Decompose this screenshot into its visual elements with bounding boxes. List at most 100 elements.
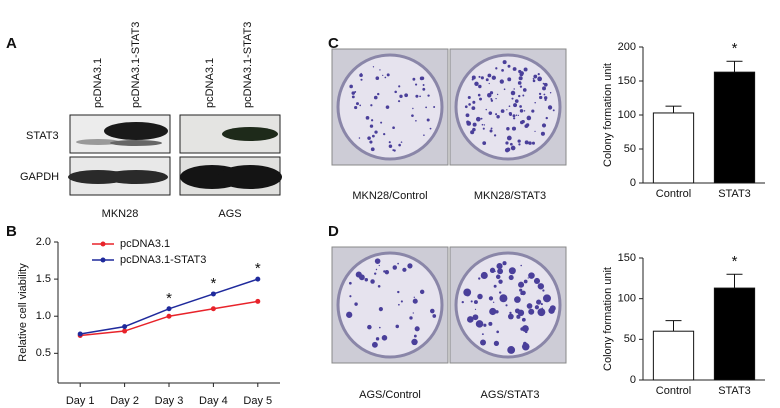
- colony: [392, 265, 398, 270]
- colony: [490, 129, 493, 132]
- colony: [415, 83, 418, 86]
- colony: [359, 104, 362, 107]
- colony: [374, 272, 377, 275]
- colony: [470, 300, 473, 303]
- colony: [537, 283, 545, 290]
- colony: [540, 303, 543, 306]
- colony: [426, 118, 430, 122]
- legend-marker: [100, 257, 106, 263]
- y-tick-label: 0.5: [36, 347, 51, 359]
- colony: [513, 117, 516, 120]
- colony: [400, 300, 403, 303]
- colony: [542, 82, 545, 85]
- colony: [348, 281, 352, 285]
- y-tick-label: 150: [618, 252, 636, 264]
- plate-label: AGS/Control: [359, 389, 421, 401]
- panel-label: B: [6, 223, 17, 240]
- colony: [514, 99, 519, 103]
- colony: [375, 337, 380, 341]
- colony: [461, 300, 464, 304]
- colony: [409, 316, 413, 320]
- colony: [490, 99, 494, 102]
- colony: [480, 339, 487, 346]
- panel-label: C: [328, 35, 339, 52]
- point: [166, 313, 172, 319]
- colony: [533, 277, 541, 285]
- point: [255, 298, 261, 304]
- colony: [379, 326, 381, 329]
- colony: [507, 346, 516, 354]
- colony: [549, 92, 552, 94]
- colony: [355, 102, 359, 106]
- colony: [528, 141, 532, 145]
- colony: [474, 81, 479, 87]
- colony: [495, 274, 501, 280]
- colony: [422, 84, 425, 86]
- legend-label: pcDNA3.1: [120, 238, 170, 250]
- colony: [412, 77, 416, 81]
- colony: [496, 115, 500, 119]
- colony: [358, 137, 361, 139]
- colony: [481, 333, 484, 336]
- colony: [397, 290, 400, 294]
- point: [255, 276, 261, 282]
- colony: [511, 97, 514, 100]
- colony: [496, 263, 503, 270]
- colony: [402, 267, 407, 272]
- colony: [365, 116, 370, 120]
- colony: [425, 106, 428, 109]
- y-axis-label: Colony formation unit: [602, 267, 614, 371]
- colony: [377, 92, 380, 96]
- colony: [534, 130, 536, 133]
- colony: [539, 95, 543, 100]
- x-tick-label: STAT3: [718, 385, 751, 397]
- colony: [528, 308, 535, 315]
- colony: [487, 73, 492, 78]
- colony: [467, 316, 474, 323]
- colony: [374, 258, 381, 264]
- colony: [392, 126, 395, 130]
- colony: [465, 113, 470, 118]
- significance: *: [732, 253, 738, 270]
- colony: [510, 145, 516, 151]
- colony: [526, 303, 533, 309]
- colony: [430, 308, 435, 314]
- colony: [482, 141, 487, 145]
- colony: [524, 140, 529, 145]
- colony: [475, 116, 481, 122]
- significance: *: [255, 260, 261, 277]
- colony: [537, 308, 546, 317]
- y-tick-label: 0: [630, 374, 636, 386]
- x-tick-label: Day 4: [199, 395, 228, 407]
- colony: [429, 127, 432, 130]
- colony: [346, 311, 353, 318]
- colony: [489, 307, 497, 316]
- colony: [544, 96, 548, 100]
- x-tick-label: STAT3: [718, 188, 751, 200]
- point: [122, 328, 128, 334]
- colony: [364, 277, 369, 282]
- colony: [351, 95, 355, 99]
- colony: [369, 124, 374, 128]
- colony: [470, 130, 475, 135]
- colony: [521, 325, 529, 333]
- colony: [472, 314, 479, 321]
- colony: [502, 60, 507, 65]
- colony: [495, 97, 497, 100]
- y-tick-label: 200: [618, 41, 636, 53]
- colony: [518, 143, 521, 146]
- colony: [407, 263, 413, 269]
- colony: [404, 93, 409, 98]
- colony: [515, 114, 518, 116]
- colony: [480, 76, 484, 80]
- colony: [415, 119, 417, 122]
- colony: [411, 114, 414, 117]
- colony: [483, 323, 487, 327]
- colony: [370, 104, 373, 107]
- colony: [489, 267, 496, 274]
- colony: [495, 310, 499, 314]
- colony: [532, 77, 535, 80]
- colony: [423, 134, 425, 136]
- colony: [422, 87, 426, 91]
- colony: [525, 123, 530, 127]
